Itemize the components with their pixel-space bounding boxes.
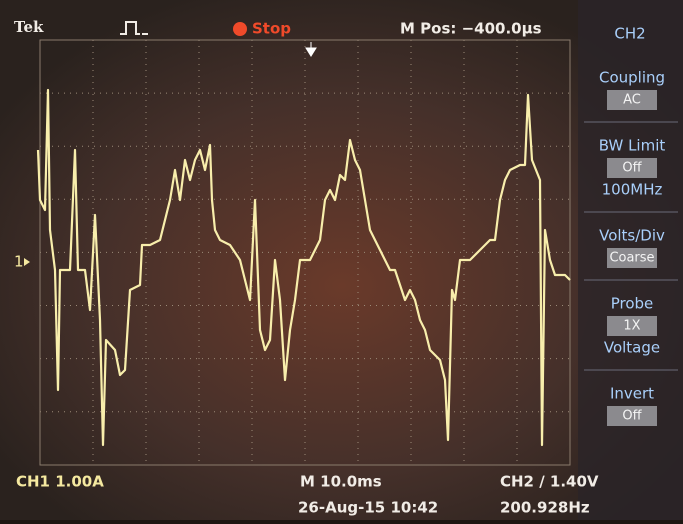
menu-detail: 100MHz — [602, 181, 663, 199]
ch1-scale: CH1 1.00A — [16, 473, 104, 491]
run-status: Stop — [252, 20, 291, 38]
menu-value-box — [607, 90, 657, 110]
trigger-pos — [305, 42, 317, 57]
menu-value-box — [607, 316, 657, 336]
graticule-frame — [39, 39, 571, 466]
side-menu: Coupling AC BW Limit Off 100MHz Volts/Div Coar… — [584, 69, 678, 426]
menu-label: BW Limit — [599, 137, 666, 155]
ch1-marker: 1 — [14, 253, 24, 271]
waveform — [36, 88, 571, 447]
menu-value: Coarse — [609, 251, 654, 266]
datetime: 26-Aug-15 10:42 — [298, 499, 438, 517]
menu-value: 1X — [623, 319, 640, 334]
m-pos: M Pos: −400.0µs — [400, 20, 542, 38]
menu-value: Off — [622, 161, 642, 176]
ch1-arrow — [24, 258, 30, 266]
brand: Tek — [14, 18, 44, 36]
menu-label: Probe — [611, 295, 654, 313]
menu-value-box — [607, 406, 657, 426]
frequency: 200.928Hz — [500, 499, 590, 517]
menu-value-box — [607, 158, 657, 178]
menu-label: Volts/Div — [599, 227, 665, 245]
menu-value-box — [607, 248, 657, 268]
trigger-icon — [120, 21, 148, 35]
menu-detail: Voltage — [604, 339, 660, 357]
stop-icon — [233, 22, 247, 36]
trigger-level: CH2 ∕ 1.40V — [500, 473, 599, 491]
menu-label: Coupling — [599, 69, 665, 87]
graticule — [40, 40, 570, 465]
timebase: M 10.0ms — [300, 473, 382, 491]
menu-label: Invert — [610, 385, 654, 403]
menu-value: AC — [623, 93, 641, 108]
menu-title: CH2 — [614, 25, 645, 43]
menu-value: Off — [622, 409, 642, 424]
